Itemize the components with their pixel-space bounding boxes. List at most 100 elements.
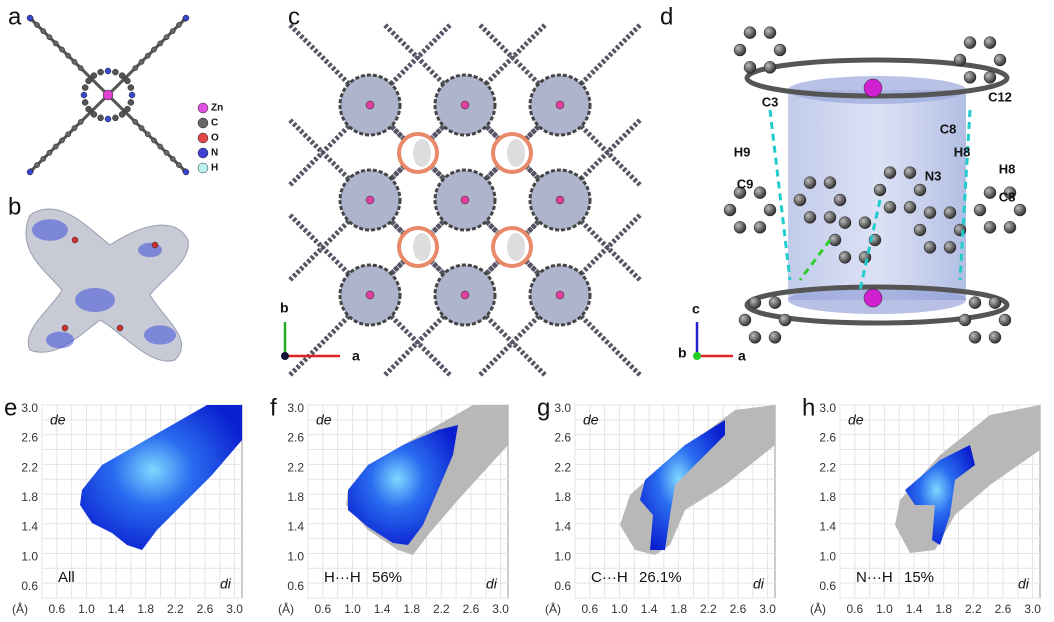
contact-spot	[75, 288, 115, 312]
atom	[803, 211, 817, 224]
atom	[46, 149, 53, 156]
x-axis-label: di	[1018, 576, 1030, 592]
atom	[163, 149, 170, 156]
atom	[40, 156, 47, 162]
atom	[124, 77, 131, 85]
atom	[733, 221, 747, 234]
atom	[34, 22, 40, 28]
fingerprint-panels: e 0.6 0.6 1.0 1.0 1.4 1.4 1.8 1.8 2.2 2.2 2.6 2.6 3.0…	[4, 394, 1041, 616]
atom	[61, 324, 69, 332]
y-axis-label: de	[316, 412, 332, 428]
x-axis-label: di	[486, 576, 498, 592]
contact-line	[798, 239, 832, 281]
y-tick-label: 0.6	[21, 579, 38, 593]
y-tick-label: 1.0	[554, 549, 571, 563]
atom	[163, 34, 170, 41]
atom	[116, 324, 124, 332]
atom	[97, 68, 104, 76]
y-tick-label: 2.2	[554, 460, 571, 474]
y-tick-label: 2.6	[554, 431, 571, 445]
y-axis-label: de	[50, 412, 66, 428]
atom	[85, 77, 92, 85]
fingerprint-plot: h 0.6 0.6 1.0 1.0 1.4 1.4 1.8 1.8 2.2 2.2 2.6 2.6 3.0…	[802, 394, 1041, 616]
atom	[863, 288, 883, 308]
atom	[112, 114, 119, 122]
framework-c: ba	[280, 23, 642, 377]
atom	[157, 143, 164, 150]
atom-label: C12	[988, 89, 1012, 104]
y-tick-label: 2.6	[819, 431, 836, 445]
panel-letter: c	[288, 3, 300, 30]
atom	[104, 67, 112, 75]
unit-label: (Å)	[12, 601, 28, 616]
y-tick-label: 1.8	[819, 490, 836, 504]
atom	[983, 186, 997, 199]
atom	[460, 100, 470, 110]
x-tick-label: 0.6	[581, 602, 598, 616]
x-tick-label: 1.8	[670, 602, 687, 616]
fingerprint-contact	[80, 405, 242, 550]
x-tick-label: 2.6	[463, 602, 480, 616]
atom	[157, 40, 164, 47]
panel-letter: d	[660, 3, 673, 30]
axis-label: c	[692, 301, 700, 317]
atom	[182, 14, 190, 22]
atom	[81, 84, 89, 91]
unit-label: (Å)	[545, 601, 561, 616]
x-tick-label: 3.0	[759, 602, 776, 616]
linker	[288, 23, 372, 107]
linker	[558, 23, 642, 107]
x-tick-label: 2.6	[730, 602, 747, 616]
atom	[733, 43, 747, 57]
atom	[118, 72, 126, 79]
x-tick-label: 2.6	[995, 602, 1012, 616]
atom	[1003, 186, 1017, 199]
panel-letter: e	[4, 394, 17, 421]
atom	[26, 168, 34, 176]
fingerprint	[895, 405, 1040, 553]
y-tick-label: 2.2	[21, 460, 38, 474]
x-tick-label: 2.6	[197, 602, 214, 616]
atom	[112, 68, 119, 76]
atom	[943, 241, 957, 254]
y-tick-label: 1.4	[287, 520, 304, 534]
y-axis-label: de	[583, 412, 599, 428]
fingerprint	[620, 405, 775, 555]
pore-inner	[413, 233, 431, 261]
axis-label: b	[678, 345, 687, 361]
y-tick-label: 0.6	[554, 579, 571, 593]
atom	[838, 251, 852, 264]
atom	[823, 176, 837, 189]
x-tick-label: 1.8	[403, 602, 420, 616]
y-tick-label: 0.6	[819, 579, 836, 593]
atom	[151, 137, 157, 144]
unit-label: (Å)	[810, 601, 826, 616]
linker	[478, 293, 562, 377]
atom	[365, 290, 375, 300]
panel-letter: g	[537, 394, 550, 421]
atom	[102, 89, 114, 101]
atom	[555, 195, 565, 205]
contact-spot	[46, 331, 74, 349]
axis-label: a	[738, 348, 746, 364]
atom	[127, 84, 135, 91]
atom-label: C3	[762, 94, 779, 109]
x-tick-label: 0.6	[314, 602, 331, 616]
x-tick-label: 3.0	[492, 602, 509, 616]
unit-label: (Å)	[278, 601, 294, 616]
axis-label: a	[352, 348, 360, 364]
atom	[71, 59, 78, 65]
atom	[773, 43, 787, 57]
x-tick-label: 0.6	[846, 602, 863, 616]
atom	[81, 99, 89, 106]
atom	[733, 186, 747, 199]
atom	[77, 119, 84, 125]
atom-label: N3	[925, 168, 942, 183]
atom	[151, 46, 157, 53]
fingerprint-plot: f 0.6 0.6 1.0 1.0 1.4 1.4 1.8 1.8 2.2 2.2 2.6 2.6 3.0…	[270, 394, 509, 616]
atom	[763, 203, 777, 217]
x-tick-label: 2.2	[965, 602, 982, 616]
atom-label: C9	[737, 176, 754, 191]
